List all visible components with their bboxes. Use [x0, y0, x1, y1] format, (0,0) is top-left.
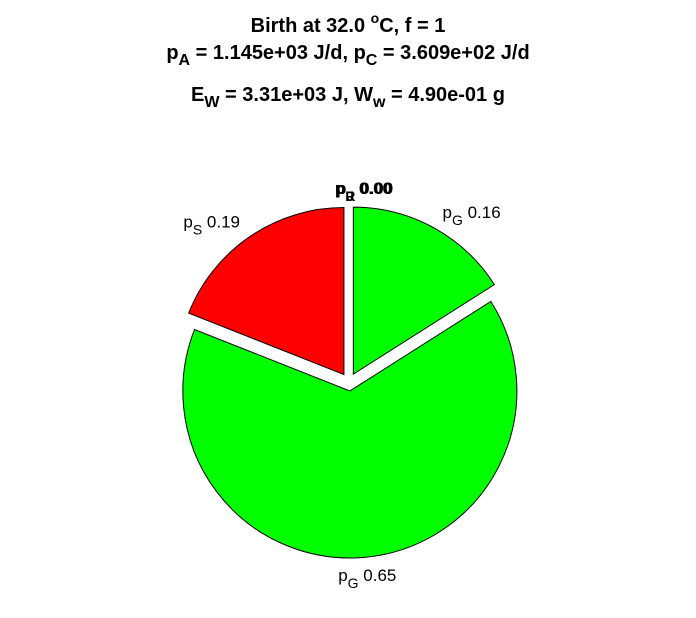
title-E-symbol: E [191, 84, 205, 106]
title-E-sub: W [204, 94, 220, 111]
pie-label-3: pR 0.00 [335, 179, 393, 204]
title-pC-symbol: p [353, 42, 366, 64]
title-pC-sub: C [365, 52, 378, 69]
title-E-value: = 3.31e+03 J, [219, 84, 355, 106]
pie-label-4: pJ 0.00 [336, 179, 392, 204]
title-temp-text: Birth at 32.0 [250, 15, 371, 37]
chart-title-line-3: EW = 3.31e+03 J, Ww = 4.90e-01 g [0, 84, 696, 112]
title-W-sub: w [372, 94, 386, 111]
chart-title-line-2: pA = 1.145e+03 J/d, pC = 3.609e+02 J/d [0, 42, 696, 70]
title-f-text: C, f = 1 [379, 15, 446, 37]
pie-label-2: pS 0.19 [183, 213, 240, 238]
pie-label-0: pG 0.16 [443, 203, 501, 228]
pie-label-1: pG 0.65 [338, 566, 396, 591]
pie-slice-0 [352, 206, 496, 376]
title-W-value: = 4.90e-01 g [385, 84, 505, 106]
chart-title-line-1: Birth at 32.0 oC, f = 1 [0, 10, 696, 38]
title-pA-value: = 1.145e+03 J/d, [190, 42, 354, 64]
title-pA-sub: A [178, 52, 191, 69]
title-pC-value: = 3.609e+02 J/d [377, 42, 530, 64]
title-W-symbol: W [354, 84, 373, 106]
title-degree-sup: o [370, 10, 380, 26]
title-pA-symbol: p [166, 42, 179, 64]
pie-slice-2 [188, 207, 345, 376]
pie-slice-1 [182, 300, 518, 559]
